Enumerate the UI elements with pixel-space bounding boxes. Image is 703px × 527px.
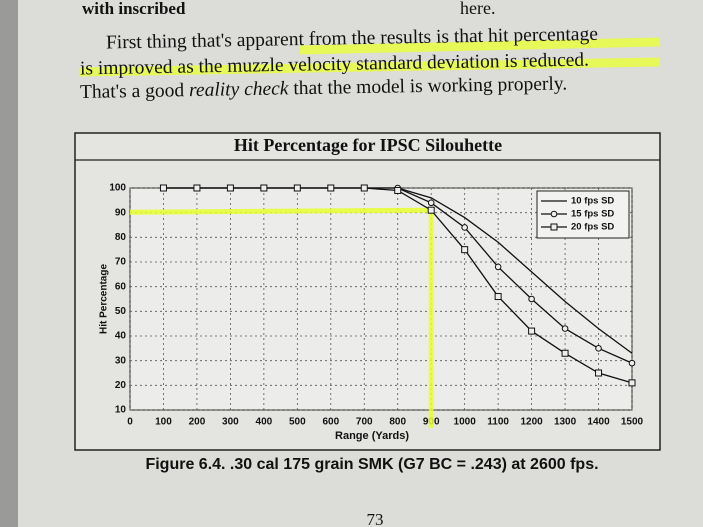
point [494,293,502,301]
y-tick-label: 20 [115,380,127,391]
text-run: that the model is working properly. [288,74,567,100]
x-tick-label: 1000 [454,417,477,428]
caption: Figure 6.4. .30 cal 175 grain SMK (G7 BC… [145,456,598,473]
top-right-text: here. [460,0,495,18]
highlight [79,57,661,77]
point [461,246,469,254]
x-tick-label: 100 [155,417,172,428]
y-tick-label: 100 [109,183,126,194]
point [226,184,234,192]
point [461,224,468,231]
x-tick-label: 0 [127,417,133,428]
point [528,295,535,303]
y-tick-label: 60 [115,281,127,292]
point [293,184,301,192]
y-tick-label: 30 [115,355,127,366]
x-tick-label: 200 [189,417,206,428]
page-edge [0,0,18,527]
point [427,206,435,214]
y-tick-label: 50 [115,306,127,317]
x-tick-label: 800 [389,417,406,428]
point [427,199,435,207]
x-tick-label: 1200 [520,417,543,428]
highlight [299,37,661,55]
point [327,184,335,192]
point [628,359,636,367]
paragraph-line: That's a good reality check that the mod… [80,74,568,104]
point [628,379,636,387]
point [528,327,536,335]
x-tick-label: 1300 [554,417,577,428]
point [561,325,569,332]
y-tick-label: 40 [115,331,127,342]
legend-marker [550,223,558,231]
point [159,184,167,192]
y-tick-label: 90 [115,207,127,218]
x-tick-label: 400 [256,417,273,428]
x-tick-label: 1400 [587,417,610,428]
chart-title: Hit Percentage for IPSC Silouhette [234,135,502,155]
point [260,184,268,192]
x-tick-label: 500 [289,417,306,428]
point [595,369,603,377]
x-axis-label: Range (Yards) [335,430,409,442]
point [494,263,502,271]
text-run: That's a good [80,81,189,104]
legend: 10 fps SD 15 fps SD 20 fps SD [536,190,630,239]
point [193,184,201,192]
legend-label: 15 fps SD [571,209,614,220]
text-run: reality check [189,79,289,102]
legend-marker [550,210,558,218]
x-tick-label: 700 [356,417,373,428]
x-tick-label: 1100 [487,417,509,428]
page-number: 73 [367,510,384,527]
x-tick-label: 300 [222,417,239,428]
x-tick-label: 600 [322,417,339,428]
y-tick-label: 70 [115,257,127,268]
top-left-text: with inscribed [82,0,186,18]
point [595,345,602,352]
y-tick-label: 10 [115,405,127,416]
x-tick-label: 1500 [621,417,644,428]
legend-label: 10 fps SD [571,196,614,207]
y-tick-label: 80 [115,232,127,243]
point [561,349,569,357]
point [360,184,368,192]
highlight [129,207,432,215]
y-axis-label: Hit Percentage [99,264,110,334]
point [394,186,402,194]
legend-label: 20 fps SD [571,222,614,233]
